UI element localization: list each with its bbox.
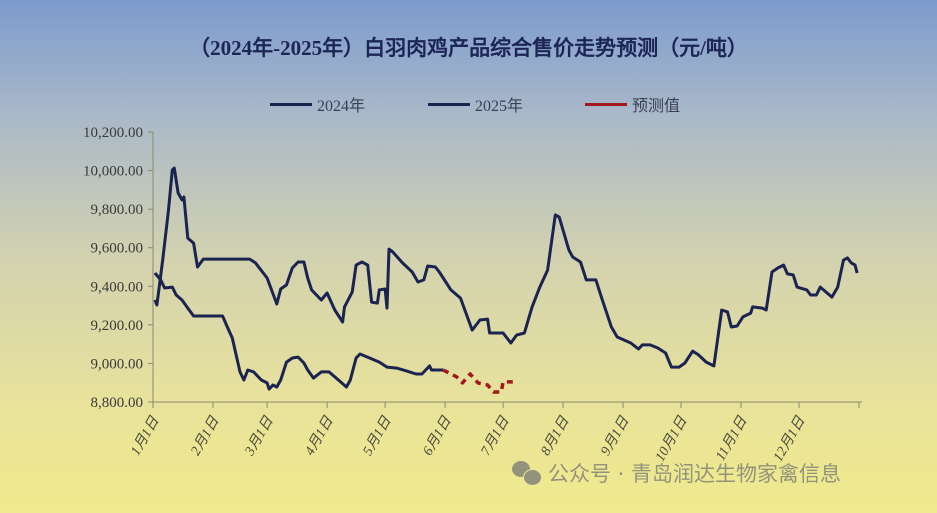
y-tick-label: 10,200.00 — [83, 125, 143, 141]
y-tick-label: 9,200.00 — [91, 318, 144, 334]
legend-swatch-2025 — [428, 102, 470, 106]
y-tick-label: 10,000.00 — [83, 164, 143, 180]
legend-item-2024: 2024年 — [270, 92, 365, 116]
chart-title: （2024年-2025年）白羽肉鸡产品综合售价走势预测（元/吨） — [189, 36, 748, 60]
watermark-text: 公众号 · 青岛润达生物家禽信息 — [548, 462, 842, 486]
y-tick-label: 9,600.00 — [91, 241, 144, 257]
legend-label-2024: 2024年 — [317, 98, 366, 115]
x-tick-label: 8月1日 — [538, 413, 573, 458]
y-tick-label: 9,400.00 — [91, 279, 144, 295]
x-tick-label: 7月1日 — [478, 413, 513, 458]
x-tick-label: 11月1日 — [713, 413, 751, 463]
legend-item-forecast: 预测值 — [585, 92, 680, 116]
x-tick-label: 9月1日 — [598, 413, 633, 458]
series-line-forecast — [442, 368, 513, 394]
x-tick-label: 4月1日 — [302, 413, 337, 458]
legend-swatch-forecast — [585, 102, 627, 106]
wechat-icon — [512, 461, 542, 486]
legend-label-2025: 2025年 — [475, 98, 524, 115]
x-tick-label: 6月1日 — [420, 413, 455, 458]
legend-item-2025: 2025年 — [428, 92, 523, 116]
y-tick-label: 9,000.00 — [91, 356, 144, 372]
legend-label-forecast: 预测值 — [632, 98, 681, 115]
watermark: 公众号 · 青岛润达生物家禽信息 — [512, 458, 841, 488]
series-line-2024 — [153, 166, 859, 369]
x-tick-label: 1月1日 — [128, 413, 163, 458]
x-tick-label: 12月1日 — [770, 413, 809, 464]
x-tick-label: 5月1日 — [360, 413, 395, 458]
series-line-2025 — [153, 272, 444, 391]
x-tick-label: 10月1日 — [652, 413, 691, 464]
x-tick-label: 2月1日 — [188, 413, 223, 458]
y-tick-label: 8,800.00 — [91, 395, 144, 411]
x-tick-label: 3月1日 — [241, 413, 277, 459]
y-tick-label: 9,800.00 — [91, 202, 144, 218]
legend-swatch-2024 — [270, 102, 312, 106]
